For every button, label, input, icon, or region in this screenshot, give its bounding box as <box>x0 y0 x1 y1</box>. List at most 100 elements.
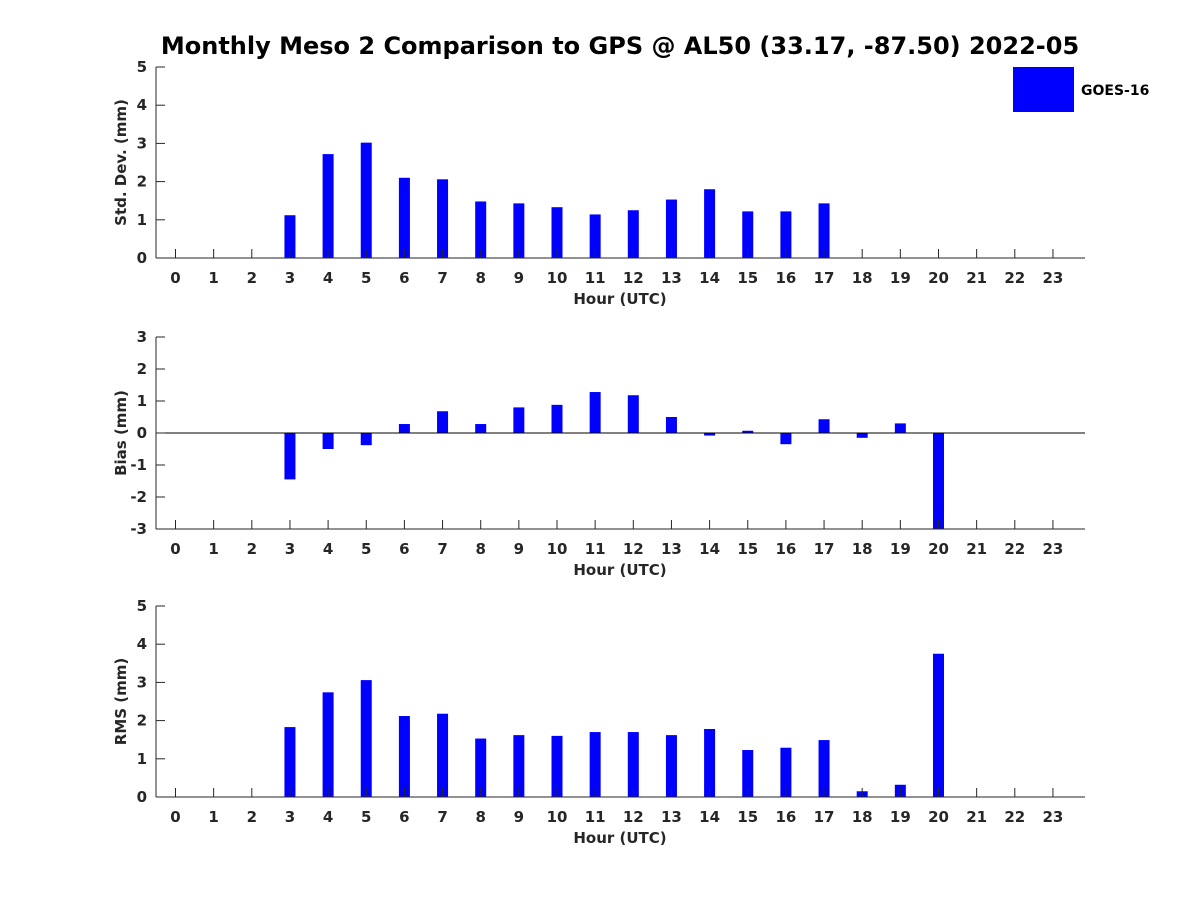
x-tick-label: 13 <box>661 269 682 287</box>
x-tick-label: 1 <box>208 808 218 826</box>
x-tick-label: 4 <box>323 540 333 558</box>
x-tick-label: 15 <box>737 269 758 287</box>
y-tick-label: 5 <box>137 597 147 615</box>
legend: GOES-16 <box>1013 67 1149 112</box>
x-tick-label: 23 <box>1043 808 1064 826</box>
x-tick-label: 11 <box>585 540 606 558</box>
x-tick-label: 10 <box>547 808 568 826</box>
bar-hour-17 <box>818 203 830 258</box>
x-tick-label: 16 <box>775 808 796 826</box>
bar-hour-16 <box>780 747 792 797</box>
x-axis-label: Hour (UTC) <box>573 561 666 579</box>
x-tick-label: 22 <box>1004 808 1025 826</box>
x-tick-label: 14 <box>699 808 720 826</box>
x-tick-label: 15 <box>737 540 758 558</box>
bar-hour-7 <box>437 179 449 258</box>
x-tick-label: 19 <box>890 808 911 826</box>
bar-hour-4 <box>322 154 334 258</box>
bar-hour-16 <box>780 211 792 258</box>
bar-hour-10 <box>551 404 563 433</box>
x-tick-label: 17 <box>814 540 835 558</box>
x-tick-label: 4 <box>323 808 333 826</box>
bar-hour-14 <box>704 729 716 797</box>
x-tick-label: 21 <box>966 269 987 287</box>
x-tick-label: 12 <box>623 269 644 287</box>
y-tick-label: 2 <box>137 173 147 191</box>
bar-hour-9 <box>513 735 525 797</box>
x-tick-label: 1 <box>208 269 218 287</box>
x-tick-label: 12 <box>623 808 644 826</box>
bar-hour-9 <box>513 203 525 258</box>
x-tick-label: 8 <box>475 808 485 826</box>
bar-hour-18 <box>856 433 868 438</box>
x-tick-label: 0 <box>170 269 180 287</box>
bar-hour-17 <box>818 419 830 433</box>
x-tick-label: 12 <box>623 540 644 558</box>
bar-hour-6 <box>398 424 410 433</box>
x-tick-label: 19 <box>890 540 911 558</box>
y-tick-label: 3 <box>137 134 147 152</box>
bar-hour-10 <box>551 735 563 797</box>
bar-hour-19 <box>894 423 906 433</box>
x-tick-label: 18 <box>852 269 873 287</box>
y-axis-label: Std. Dev. (mm) <box>112 99 130 226</box>
x-tick-label: 19 <box>890 269 911 287</box>
x-tick-label: 20 <box>928 540 949 558</box>
x-tick-label: 13 <box>661 808 682 826</box>
bar-hour-8 <box>475 738 487 797</box>
bar-hour-14 <box>704 189 716 258</box>
bar-hour-12 <box>627 210 639 258</box>
x-tick-label: 6 <box>399 540 409 558</box>
y-tick-label: 3 <box>137 673 147 691</box>
x-tick-label: 7 <box>437 808 447 826</box>
bar-hour-12 <box>627 732 639 797</box>
bar-hour-9 <box>513 407 525 433</box>
bar-hour-15 <box>742 750 754 797</box>
x-tick-label: 16 <box>775 269 796 287</box>
x-tick-label: 18 <box>852 540 873 558</box>
x-tick-label: 14 <box>699 540 720 558</box>
y-tick-label: 5 <box>137 58 147 76</box>
y-axis-label: Bias (mm) <box>112 390 130 476</box>
x-tick-label: 7 <box>437 269 447 287</box>
x-tick-label: 18 <box>852 808 873 826</box>
y-tick-label: 0 <box>137 424 147 442</box>
y-tick-label: -3 <box>130 520 147 538</box>
x-tick-label: 5 <box>361 540 371 558</box>
bar-hour-5 <box>360 433 372 446</box>
bar-hour-14 <box>704 433 716 436</box>
bar-hour-6 <box>398 716 410 797</box>
x-tick-label: 9 <box>514 269 524 287</box>
y-tick-label: 3 <box>137 328 147 346</box>
x-tick-label: 15 <box>737 808 758 826</box>
x-axis-label: Hour (UTC) <box>573 290 666 308</box>
y-axis-label: RMS (mm) <box>112 658 130 745</box>
x-tick-label: 11 <box>585 808 606 826</box>
bar-hour-15 <box>742 430 754 433</box>
legend-swatch <box>1013 67 1074 112</box>
x-tick-label: 5 <box>361 808 371 826</box>
x-tick-label: 14 <box>699 269 720 287</box>
x-tick-label: 17 <box>814 269 835 287</box>
bar-hour-8 <box>475 201 487 258</box>
y-tick-label: 2 <box>137 712 147 730</box>
x-tick-label: 20 <box>928 269 949 287</box>
x-tick-label: 23 <box>1043 540 1064 558</box>
x-tick-label: 22 <box>1004 269 1025 287</box>
x-tick-label: 11 <box>585 269 606 287</box>
bar-hour-20 <box>933 653 944 797</box>
legend-label: GOES-16 <box>1081 83 1149 99</box>
bar-hour-4 <box>322 692 334 797</box>
bar-hour-5 <box>360 680 372 797</box>
x-tick-label: 6 <box>399 269 409 287</box>
bar-hour-11 <box>589 214 601 258</box>
x-tick-label: 2 <box>247 540 257 558</box>
bar-hour-3 <box>284 433 296 480</box>
bar-hour-6 <box>398 177 410 258</box>
x-tick-label: 17 <box>814 808 835 826</box>
x-tick-label: 23 <box>1043 269 1064 287</box>
x-tick-label: 20 <box>928 808 949 826</box>
x-tick-label: 2 <box>247 269 257 287</box>
y-tick-label: 1 <box>137 211 147 229</box>
